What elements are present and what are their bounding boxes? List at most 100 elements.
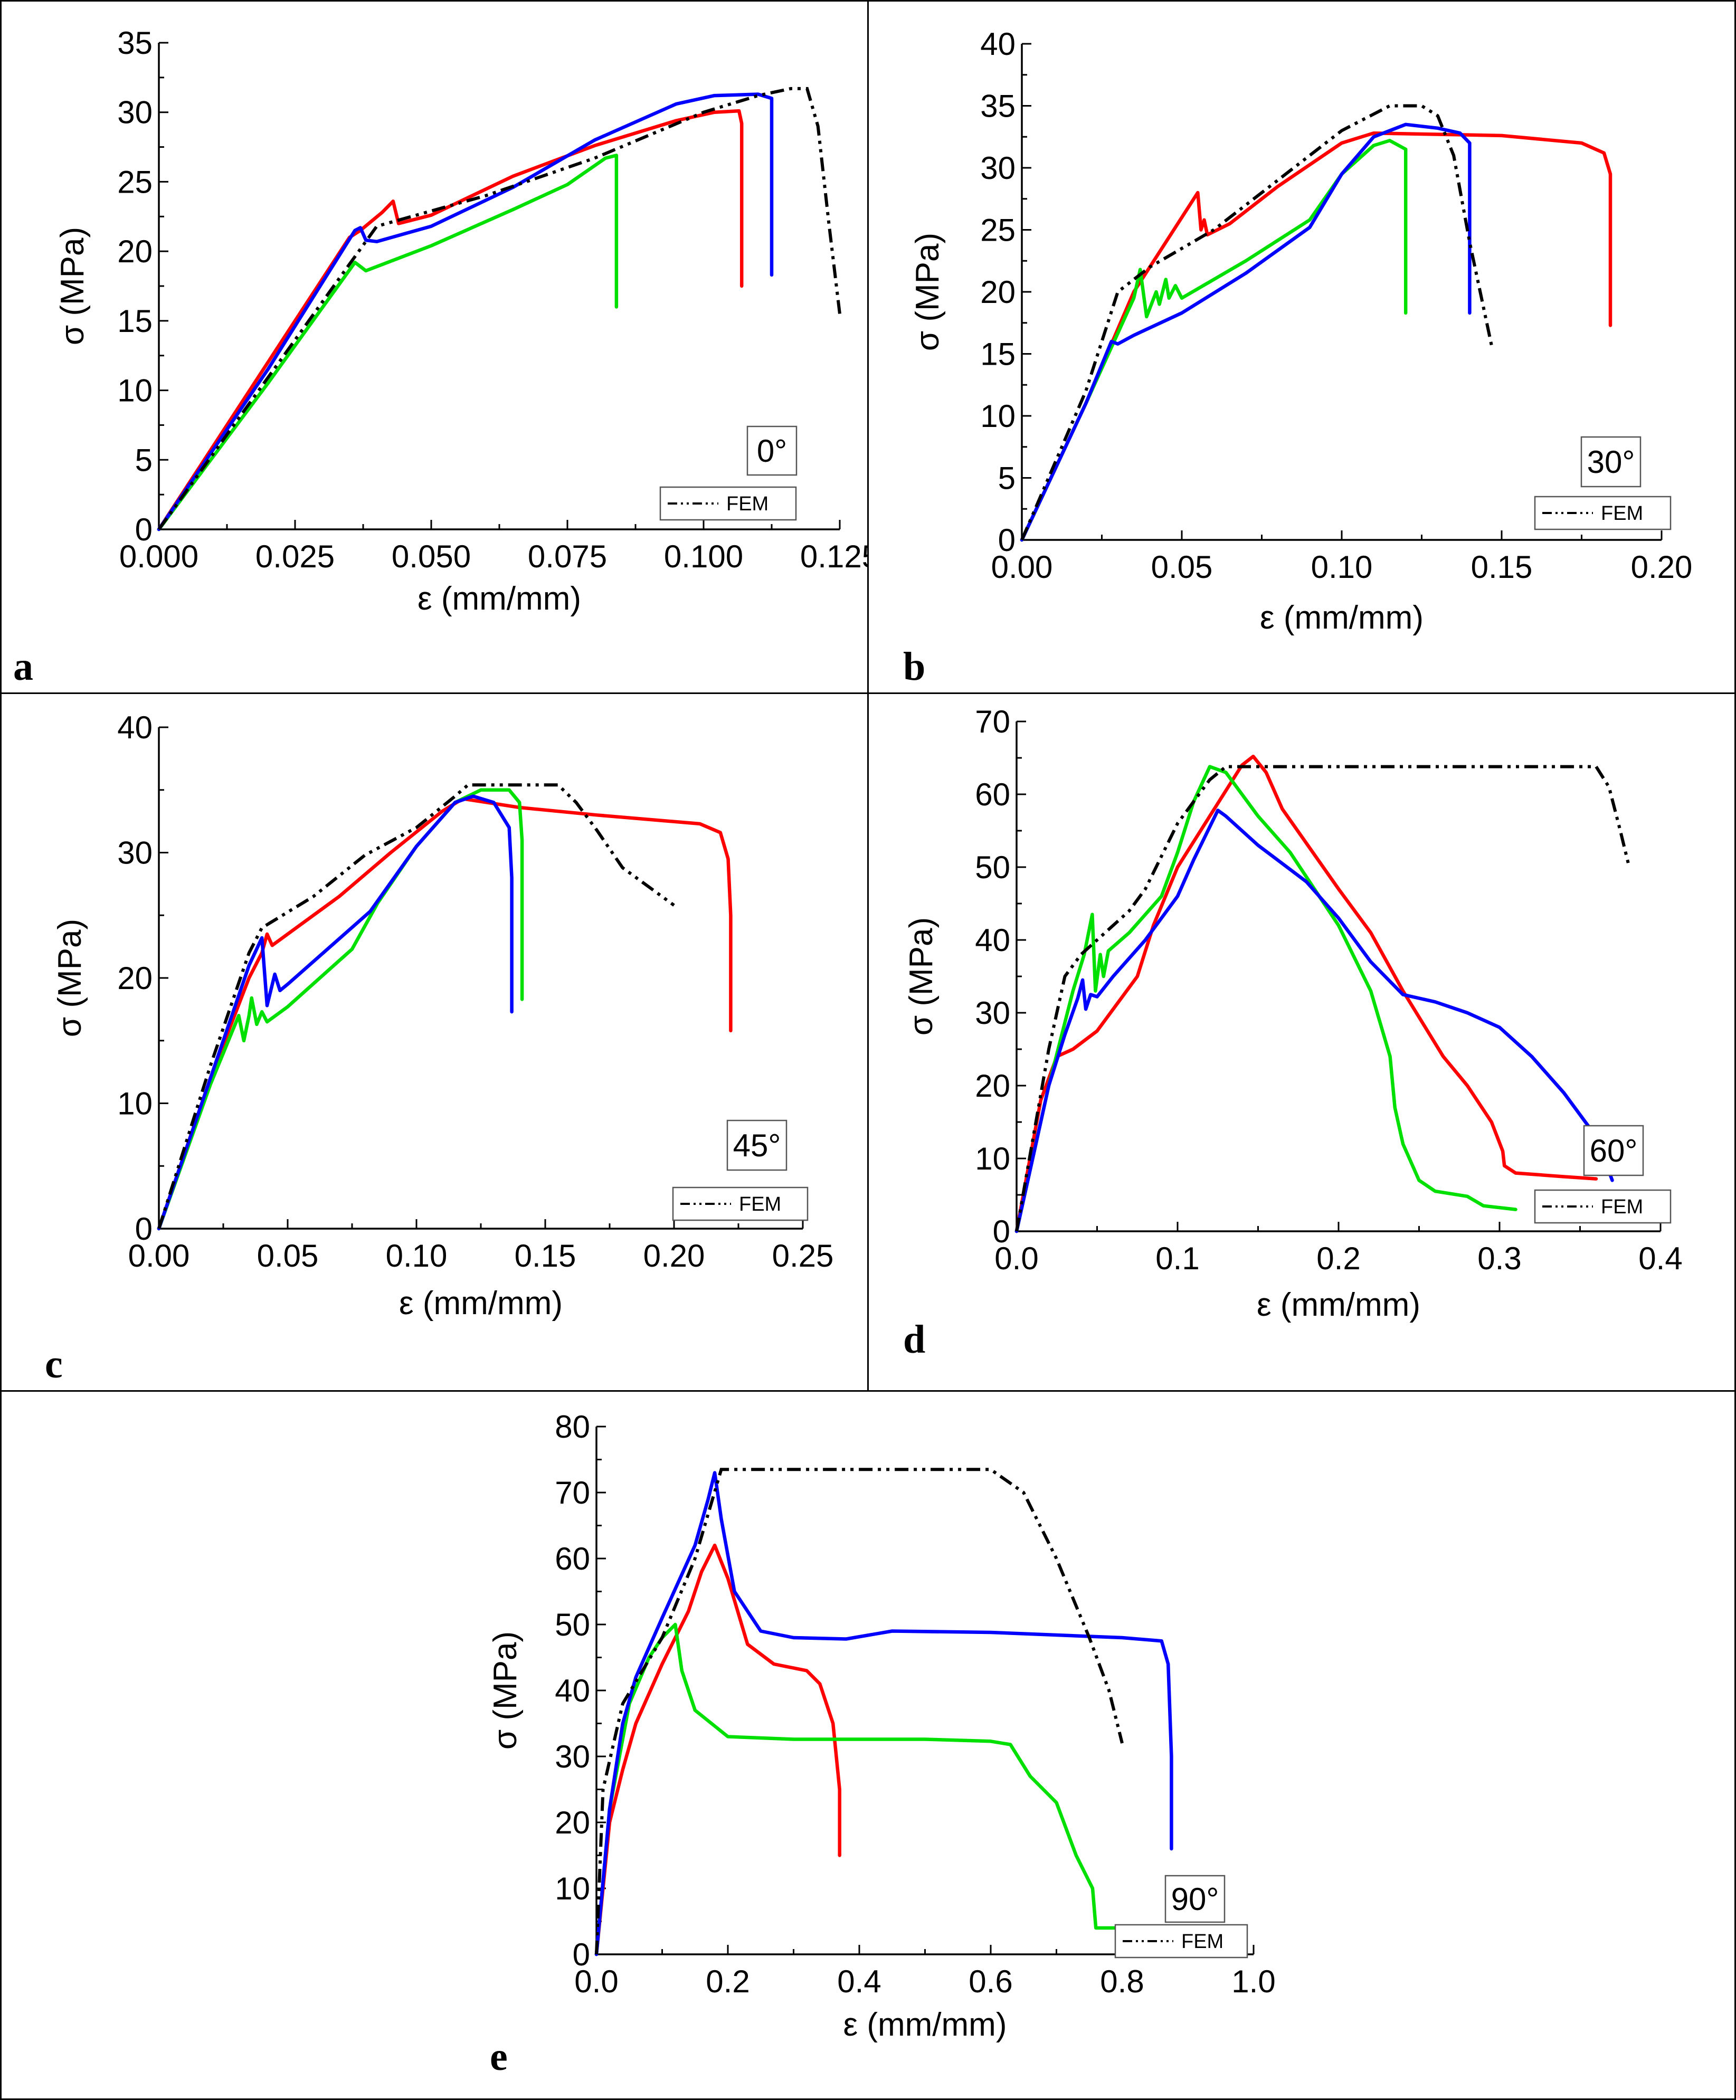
y-tick-label: 30 (117, 835, 153, 871)
y-tick-label: 30 (980, 150, 1016, 186)
y-tick-label: 10 (555, 1871, 590, 1906)
y-tick-label: 50 (975, 850, 1010, 885)
y-tick-label: 10 (117, 1086, 153, 1122)
x-tick-label: 0.050 (392, 539, 471, 574)
series-line-green (157, 154, 619, 531)
series-line-blue (594, 1471, 1173, 1956)
series-line-green (594, 1622, 1124, 1956)
panel-c: 0.00 0.05 0.10 0.15 0.20 0.25 0 10 20 30 40 ε (mm/m… (0, 692, 869, 1392)
series-line-fem (157, 783, 675, 1229)
angle-label-box (746, 425, 798, 476)
y-tick-label: 20 (975, 1068, 1010, 1104)
y-tick-label: 40 (980, 26, 1016, 62)
x-tick-label: 0.1 (1155, 1241, 1199, 1276)
series-line-fem (1015, 765, 1630, 1232)
y-tick-label: 35 (117, 25, 153, 61)
x-axis-title: ε (mm/mm) (399, 1285, 563, 1322)
x-tick-label: 1.0 (1231, 1964, 1275, 1999)
angle-label: 90° (1171, 1882, 1219, 1917)
y-tick-label: 25 (980, 213, 1016, 248)
x-tick-label: 0.15 (515, 1238, 576, 1274)
legend-fem-label: FEM (726, 493, 769, 515)
y-tick-label: 40 (117, 710, 153, 745)
panel-label: e (490, 2035, 508, 2079)
x-tick-label: 0.2 (1316, 1241, 1360, 1276)
x-tick-label: 0.20 (1631, 549, 1693, 585)
series-line-red (1014, 754, 1598, 1233)
y-tick-label: 10 (980, 398, 1016, 434)
series-line-blue (157, 794, 514, 1231)
x-tick-label: 0.4 (1638, 1241, 1682, 1276)
x-tick-label: 0.125 (800, 539, 879, 574)
legend-fem-label: FEM (1601, 502, 1643, 525)
x-tick-label: 0.2 (706, 1964, 750, 1999)
x-tick-label: 0.0 (574, 1964, 618, 1999)
y-tick-label: 15 (980, 337, 1016, 372)
y-tick-label: 10 (975, 1141, 1010, 1176)
angle-label: 30° (1587, 444, 1635, 480)
y-tick-label: 20 (117, 961, 153, 996)
panel-label: b (903, 644, 925, 689)
y-tick-label: 15 (117, 303, 153, 339)
x-axis-title: ε (mm/mm) (1260, 600, 1424, 636)
y-axis-title: σ (MPa) (487, 1631, 524, 1750)
x-axis-title: ε (mm/mm) (1257, 1287, 1420, 1323)
x-tick-label: 0.075 (528, 539, 607, 574)
panel-b: 0.00 0.05 0.10 0.15 0.20 0 5 10 15 20 25 30 35 40 ε (m… (867, 0, 1736, 694)
y-tick-label: 60 (555, 1541, 590, 1576)
x-tick-label: 0.000 (119, 539, 198, 574)
panel-label: a (13, 644, 33, 689)
series-line-red (157, 109, 744, 531)
x-tick-label: 0.00 (991, 549, 1053, 585)
series-line-red (157, 797, 733, 1231)
series-line-fem (1020, 104, 1494, 541)
x-tick-label: 0.4 (837, 1964, 881, 1999)
series-line-green (157, 788, 524, 1231)
series-line-green (1014, 765, 1517, 1233)
x-tick-label: 0.05 (257, 1238, 319, 1274)
y-tick-label: 0 (135, 1211, 153, 1247)
angle-label: 60° (1590, 1133, 1638, 1168)
y-tick-label: 10 (117, 373, 153, 408)
series-line-blue (157, 92, 774, 531)
chart-e: 0.0 0.2 0.4 0.6 0.8 1.0 0 10 20 30 40 50 60 70 80 ε (mm… (487, 1409, 1276, 2079)
series-line-fem (595, 1468, 1124, 1955)
series-line-red (1020, 131, 1612, 542)
y-tick-label: 30 (975, 995, 1010, 1031)
x-tick-label: 0.15 (1471, 549, 1533, 585)
chart-b: 0.00 0.05 0.10 0.15 0.20 0 5 10 15 20 25 30 35 40 ε (m… (903, 26, 1693, 689)
x-tick-label: 0.8 (1100, 1964, 1144, 1999)
y-axis-title: σ (MPa) (909, 233, 946, 351)
y-tick-label: 80 (555, 1409, 590, 1445)
angle-label-box (1164, 1875, 1226, 1923)
series-line-fem (157, 87, 841, 530)
y-tick-label: 40 (555, 1673, 590, 1708)
x-tick-label: 0.025 (255, 539, 335, 574)
x-tick-label: 0.0 (994, 1241, 1038, 1276)
panel-e: 0.0 0.2 0.4 0.6 0.8 1.0 0 10 20 30 40 50 60 70 80 ε (mm… (0, 1390, 1736, 2100)
y-tick-label: 20 (555, 1805, 590, 1840)
panel-a: 0.000 0.025 0.050 0.075 0.100 0.125 0 5 10 15 20 25… (0, 0, 879, 694)
y-tick-label: 70 (555, 1475, 590, 1510)
x-tick-label: 0.05 (1151, 549, 1213, 585)
y-tick-label: 70 (975, 704, 1010, 739)
legend-fem-label: FEM (739, 1193, 781, 1215)
angle-label-box (726, 1119, 788, 1171)
angle-label-box (1580, 436, 1642, 488)
x-tick-label: 0.3 (1477, 1241, 1521, 1276)
series-line-red (594, 1543, 841, 1956)
x-tick-label: 0.20 (643, 1238, 705, 1274)
angle-label: 45° (733, 1128, 781, 1163)
angle-label-box (1583, 1125, 1644, 1176)
y-tick-label: 60 (975, 777, 1010, 812)
y-axis-title: σ (MPa) (903, 917, 940, 1035)
y-tick-label: 35 (980, 89, 1016, 124)
y-tick-label: 5 (998, 461, 1016, 496)
x-axis-title: ε (mm/mm) (418, 581, 581, 617)
x-tick-label: 0.10 (1311, 549, 1373, 585)
x-tick-label: 0.100 (664, 539, 743, 574)
legend-fem-label: FEM (1601, 1196, 1643, 1218)
chart-c: 0.00 0.05 0.10 0.15 0.20 0.25 0 10 20 30 40 ε (mm/m… (45, 710, 833, 1386)
chart-a: 0.000 0.025 0.050 0.075 0.100 0.125 0 5 10 15 20 25… (13, 25, 879, 689)
y-tick-label: 0 (135, 512, 153, 547)
